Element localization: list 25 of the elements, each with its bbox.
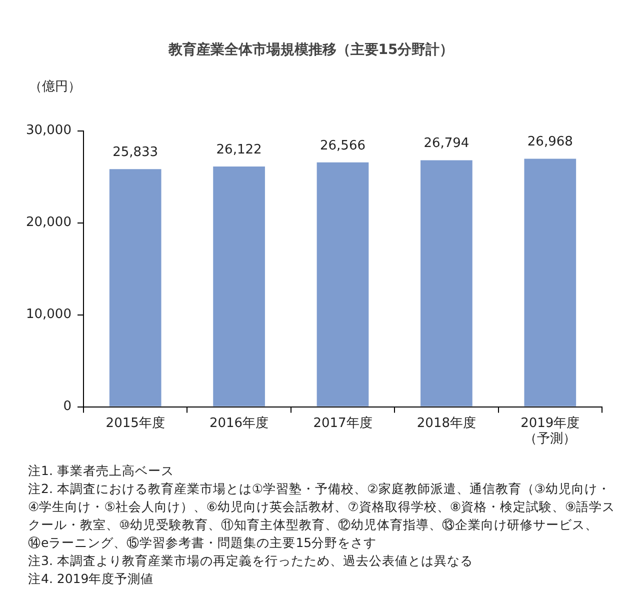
- chart-title: 教育産業全体市場規模推移（主要15分野計）: [167, 41, 454, 58]
- y-tick-label: 30,000: [26, 123, 72, 138]
- text: 注1. 事業者売上高ベース: [28, 462, 175, 480]
- bar: [524, 158, 576, 406]
- data-label: 26,566: [320, 138, 366, 154]
- text: 注2. 本調査における教育産業市場とは①学習塾・予備校、②家庭教師派遣、通信教育（③幼児向け・④学生向け・⑤社会人向け）、⑥幼児向け英会話教材、⑦資格取得学校、⑧資格・検定試験、⑨語学スクール・教室、⑩幼児受験教育、⑪知育主体型教育、⑫幼児体育指導、⑬企業向け研修サービス、⑭eラーニング、⑮学習参考書・問題集の主要15分野をさす: [28, 480, 616, 552]
- bar: [316, 162, 369, 406]
- data-label: 26,122: [216, 142, 262, 158]
- x-tick-label: 2016年度: [209, 414, 269, 431]
- y-axis-title: （億円）: [29, 79, 81, 94]
- text: 注4. 2019年度予測値: [28, 570, 155, 588]
- y-tick-label: 0: [63, 399, 72, 414]
- data-label: 26,794: [424, 136, 470, 152]
- bar: [213, 166, 265, 406]
- x-tick-label: 2018年度: [416, 414, 476, 431]
- y-tick-label: 20,000: [26, 215, 72, 230]
- x-tick-label: 2015年度: [106, 414, 165, 431]
- bar: [109, 169, 162, 406]
- bar: [420, 160, 472, 406]
- y-tick-label: 10,000: [26, 307, 72, 322]
- data-label: 26,968: [527, 134, 573, 150]
- data-label: 25,833: [112, 145, 158, 160]
- x-tick-label: 2019年度（予測）: [520, 414, 580, 447]
- x-tick-label: 2017年度: [313, 414, 372, 431]
- text: 注3. 本調査より教育産業市場の再定義を行ったため、過去公表値とは異なる: [28, 552, 474, 570]
